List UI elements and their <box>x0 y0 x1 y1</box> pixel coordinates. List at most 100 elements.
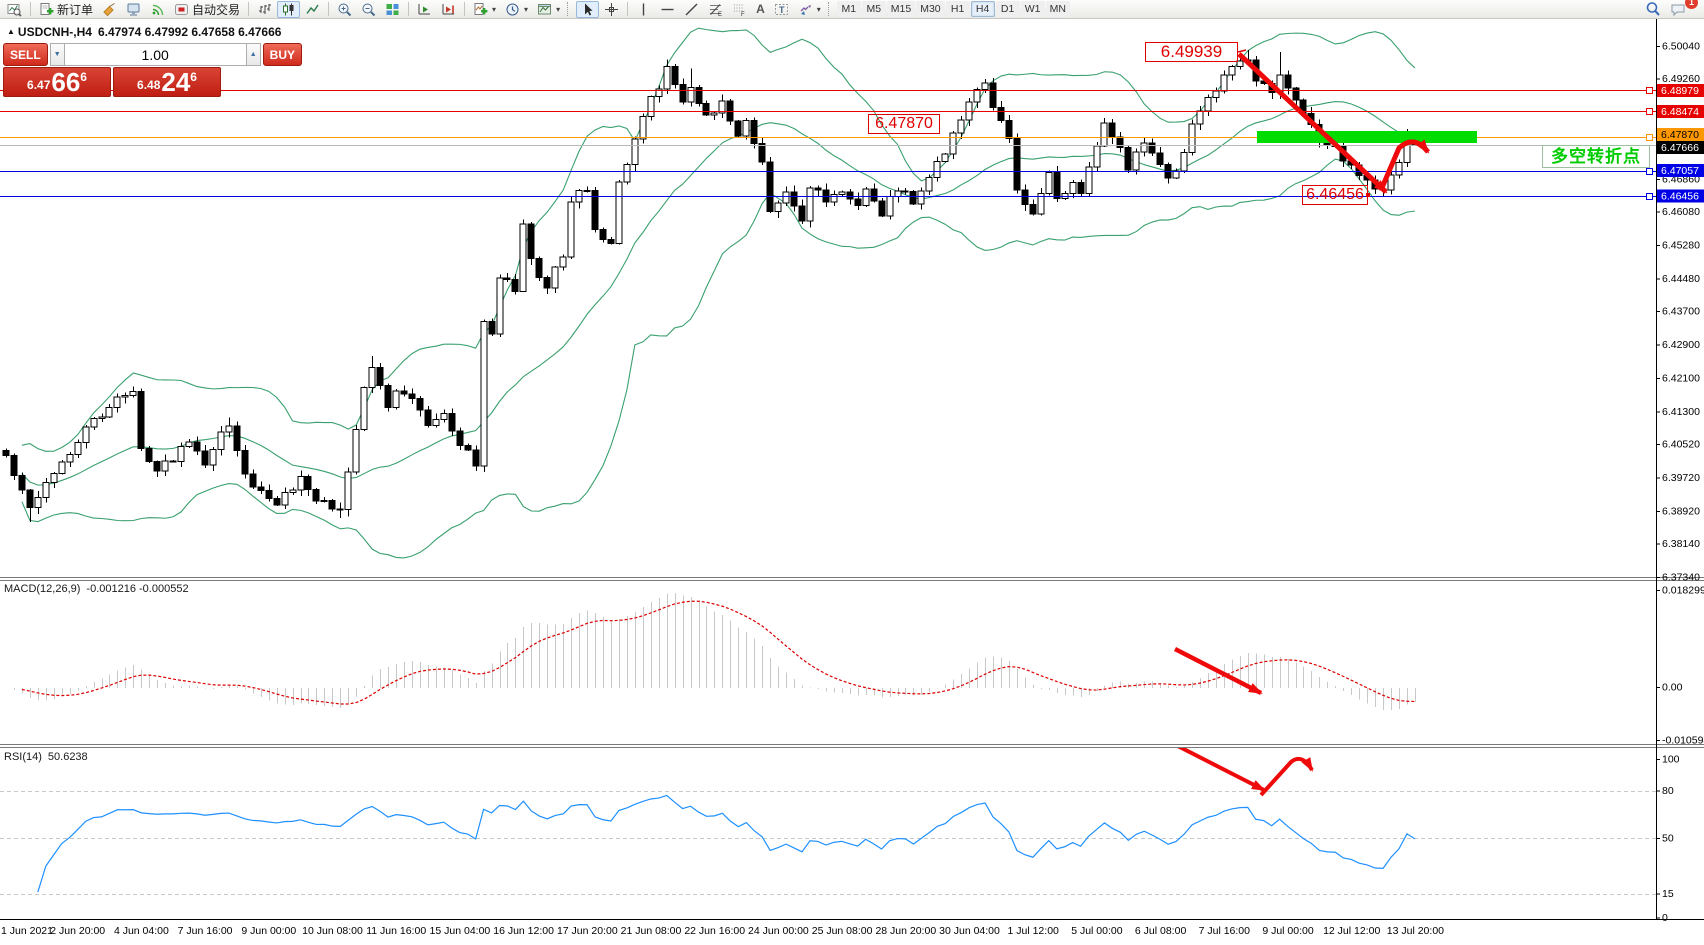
timeframe-button-w1[interactable]: W1 <box>1020 1 1045 17</box>
line-chart-icon <box>306 4 319 14</box>
buy-button[interactable]: BUY <box>262 43 303 66</box>
vertical-line-tool-button[interactable] <box>632 1 655 18</box>
fibonacci-tool-button[interactable]: E <box>704 1 727 18</box>
time-axis-label: 7 Jul 16:00 <box>1199 925 1251 937</box>
trendline-icon <box>685 3 698 15</box>
buy-price-point: 6 <box>190 70 197 84</box>
axis-tick-label: -0.010594 <box>1662 735 1704 747</box>
toolbar-separator <box>328 2 330 16</box>
toolbar-drag-handle[interactable] <box>827 2 832 16</box>
templates-button[interactable]: ▾ <box>533 1 564 18</box>
terminal-button[interactable] <box>122 1 145 18</box>
text-tool-button[interactable]: A <box>752 1 769 18</box>
time-axis-label: 16 Jun 12:00 <box>493 925 554 937</box>
axis-tick-label: 6.37340 <box>1662 571 1700 583</box>
time-axis-label: 13 Jul 20:00 <box>1387 925 1444 937</box>
arrows-tool-button[interactable]: ▾ <box>794 1 825 18</box>
indicators-add-icon <box>474 2 488 15</box>
timeframe-button-m1[interactable]: M1 <box>836 1 861 17</box>
chat-icon <box>1671 4 1685 16</box>
candlestick-icon <box>283 3 294 15</box>
toolbar-separator <box>30 2 31 16</box>
axis-tick-label: 6.44480 <box>1662 273 1700 285</box>
charts-window-button[interactable] <box>3 1 26 18</box>
toolbar-drag-handle[interactable] <box>567 2 571 16</box>
sell-button[interactable]: SELL <box>3 43 48 66</box>
toolbar-separator <box>464 2 466 16</box>
timeframe-button-mn[interactable]: MN <box>1045 1 1070 17</box>
dropdown-caret-icon: ▾ <box>524 4 529 14</box>
zoom-in-button[interactable] <box>333 1 356 18</box>
time-axis-label: 10 Jun 08:00 <box>302 925 363 937</box>
price-label-annotation: 6.46456 <box>1302 185 1368 205</box>
timeframe-button-h1[interactable]: H1 <box>945 1 970 17</box>
clock-icon <box>506 3 519 15</box>
buy-price[interactable]: 6.48 24 6 <box>113 67 221 97</box>
time-axis-label: 4 Jun 04:00 <box>114 925 169 937</box>
time-axis-label: 7 Jun 16:00 <box>178 925 233 937</box>
cursor-tool-button[interactable] <box>576 0 600 18</box>
toolbar-separator <box>408 2 410 16</box>
tile-windows-icon <box>386 3 399 15</box>
auto-scroll-button[interactable] <box>413 1 436 18</box>
crosshair-tool-button[interactable] <box>600 1 623 18</box>
bar-chart-mode-button[interactable] <box>253 1 276 18</box>
buy-price-pips: 24 <box>161 67 191 97</box>
terminal-icon <box>127 3 140 15</box>
autotrading-button[interactable]: 自动交易 <box>170 1 244 18</box>
line-chart-mode-button[interactable] <box>301 1 324 18</box>
timeframe-button-d1[interactable]: D1 <box>995 1 1020 17</box>
candlestick-mode-button[interactable] <box>277 0 301 18</box>
time-axis-label: 15 Jun 04:00 <box>430 925 491 937</box>
svg-text:T: T <box>779 5 785 15</box>
axis-tick-label: 6.43700 <box>1662 306 1700 318</box>
collapse-icon[interactable]: ▲ <box>7 27 15 36</box>
zoom-out-button[interactable] <box>357 1 380 18</box>
price-badge: 6.47870 <box>1661 129 1699 141</box>
macd-name: MACD(12,26,9) <box>4 583 81 595</box>
axis-tick-label: 6.42900 <box>1662 339 1700 351</box>
search-button[interactable] <box>1641 1 1665 18</box>
text-label-tool-button[interactable]: T <box>770 1 793 18</box>
tile-windows-button[interactable] <box>381 1 404 18</box>
rsi-name: RSI(14) <box>4 751 42 763</box>
sell-price-prefix: 6.47 <box>27 78 51 92</box>
volume-decrease-button[interactable]: ▼ <box>49 43 65 66</box>
trendline-tool-button[interactable] <box>680 1 703 18</box>
eraser-button[interactable] <box>98 1 121 18</box>
new-order-label: 新订单 <box>57 2 94 17</box>
signals-button[interactable] <box>146 1 169 18</box>
time-axis-label: 24 Jun 00:00 <box>748 925 809 937</box>
time-axis-label: 25 Jun 08:00 <box>812 925 873 937</box>
sell-price[interactable]: 6.47 66 6 <box>3 67 111 97</box>
horizontal-line-tool-button[interactable] <box>656 1 679 18</box>
signals-icon <box>152 4 164 15</box>
timeframe-group: M1 M5 M15 M30 H1 H4 D1 W1 MN <box>836 1 1070 17</box>
volume-input[interactable] <box>64 43 246 66</box>
timeframe-button-m5[interactable]: M5 <box>861 1 886 17</box>
axis-tick-label: 6.39720 <box>1662 472 1700 484</box>
timeframe-button-m30[interactable]: M30 <box>916 1 945 17</box>
chart-shift-button[interactable] <box>437 1 460 18</box>
timeframe-button-m15[interactable]: M15 <box>886 1 916 17</box>
periods-button[interactable]: ▾ <box>501 1 532 18</box>
crosshair-icon <box>605 2 619 16</box>
horizontal-line-icon <box>661 8 674 10</box>
new-order-icon <box>40 2 54 15</box>
axis-tick-label: 6.50040 <box>1662 41 1700 53</box>
chat-button[interactable] <box>1666 1 1691 18</box>
grid-tool-button[interactable]: F <box>728 1 751 18</box>
indicators-button[interactable]: ▾ <box>469 1 500 18</box>
sell-price-pips: 66 <box>51 67 81 97</box>
axis-tick-label: 6.49260 <box>1662 73 1700 85</box>
arrows-tool-icon <box>800 4 811 15</box>
timeframe-button-h4[interactable]: H4 <box>970 1 995 17</box>
price-badge: 6.48474 <box>1661 106 1699 118</box>
volume-increase-button[interactable]: ▲ <box>245 43 261 66</box>
notification-badge[interactable]: 1 <box>1685 0 1698 9</box>
eraser-icon <box>103 2 115 16</box>
rsi-value: 50.6238 <box>47 751 88 763</box>
bar-chart-icon <box>259 3 272 14</box>
new-order-button[interactable]: 新订单 <box>35 1 97 18</box>
